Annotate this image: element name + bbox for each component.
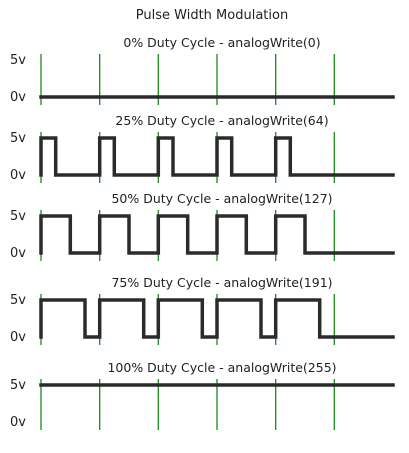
y-label-0v: 0v — [10, 330, 26, 345]
pwm-panel-0: 0% Duty Cycle - analogWrite(0) 5v 0v — [10, 35, 393, 105]
y-label-5v: 5v — [10, 293, 26, 308]
panel-title: 0% Duty Cycle - analogWrite(0) — [123, 35, 320, 50]
y-label-5v: 5v — [10, 209, 26, 224]
pwm-signal-line — [41, 138, 393, 175]
pwm-panel-4: 100% Duty Cycle - analogWrite(255) 5v 0v — [10, 360, 393, 430]
panel-title: 75% Duty Cycle - analogWrite(191) — [111, 275, 332, 290]
chart-title: Pulse Width Modulation — [136, 8, 288, 23]
y-label-5v: 5v — [10, 53, 26, 68]
y-label-0v: 0v — [10, 168, 26, 183]
y-label-5v: 5v — [10, 131, 26, 146]
panel-title: 25% Duty Cycle - analogWrite(64) — [115, 113, 328, 128]
pwm-signal-line — [41, 300, 393, 337]
pwm-signal-line — [41, 216, 393, 253]
y-label-5v: 5v — [10, 378, 26, 393]
pwm-panel-1: 25% Duty Cycle - analogWrite(64) 5v 0v — [10, 113, 393, 183]
pwm-panel-2: 50% Duty Cycle - analogWrite(127) 5v 0v — [10, 191, 393, 261]
y-label-0v: 0v — [10, 415, 26, 430]
y-label-0v: 0v — [10, 90, 26, 105]
y-label-0v: 0v — [10, 246, 26, 261]
panel-title: 50% Duty Cycle - analogWrite(127) — [111, 191, 332, 206]
panel-title: 100% Duty Cycle - analogWrite(255) — [107, 360, 336, 375]
pwm-panel-3: 75% Duty Cycle - analogWrite(191) 5v 0v — [10, 275, 393, 345]
